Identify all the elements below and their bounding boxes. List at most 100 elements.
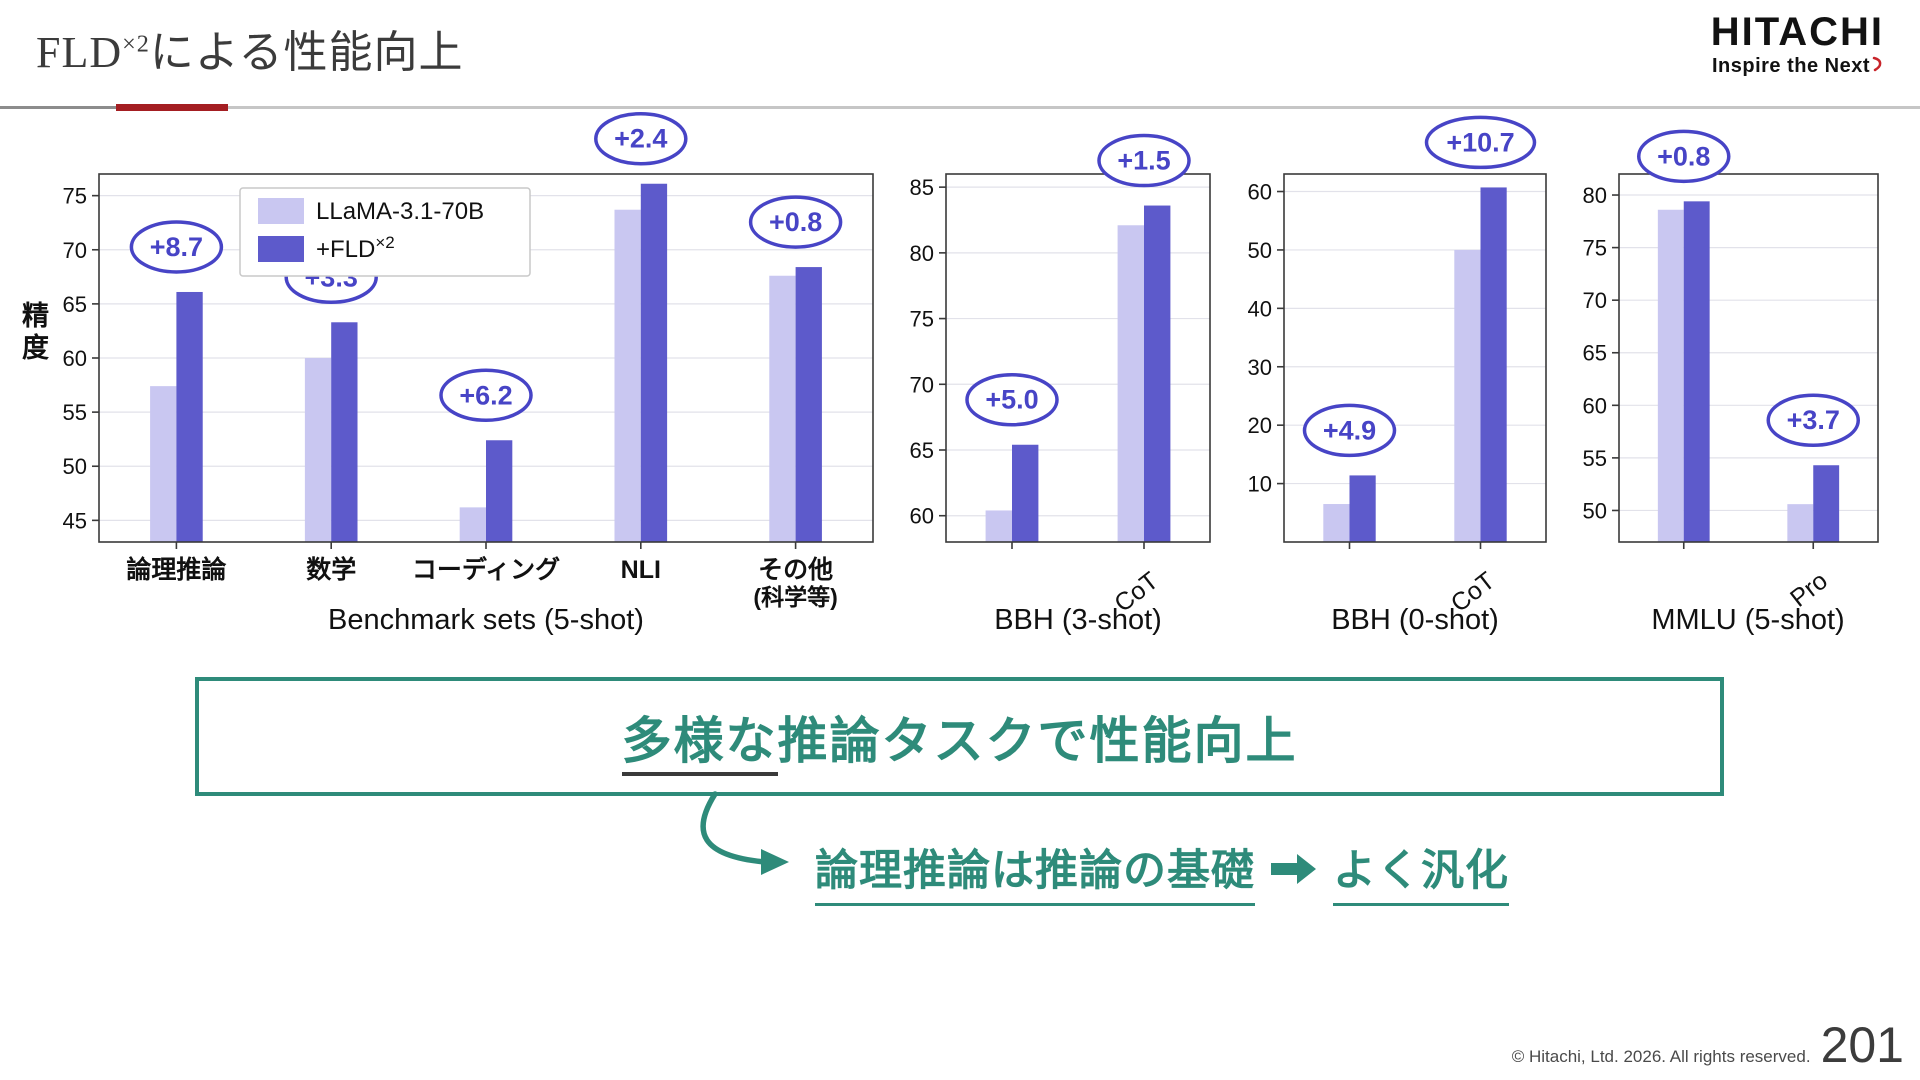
gain-annotation-label: +10.7 [1446, 127, 1514, 157]
bar-baseline [304, 358, 332, 542]
chart-mmlu-5shot: 50 55 60 65 70 75 80 Pro +0.8 +3.7 [1570, 100, 1910, 620]
bar-baseline [150, 386, 177, 542]
tagline-text: Inspire the Next [1711, 55, 1870, 77]
chart-caption-bbh3: BBH (3-shot) [994, 604, 1162, 636]
y-tick-label: 50 [1248, 238, 1272, 263]
page-title: FLD×2による性能向上 [36, 16, 464, 80]
bar-fld [1683, 201, 1710, 542]
bar-fld [331, 322, 358, 542]
gain-annotation-label: +4.9 [1323, 415, 1376, 445]
y-tick-label: 65 [63, 292, 87, 317]
y-tick-label: 80 [1583, 183, 1607, 208]
bar-baseline [459, 507, 486, 542]
hitachi-tagline: Inspire the Next [1711, 56, 1884, 76]
y-tick-label: 60 [910, 504, 934, 529]
axes-box [1618, 173, 1879, 543]
gain-annotation-oval [1302, 403, 1397, 458]
gain-annotation-oval [1637, 129, 1731, 184]
gain-annotation-label: +5.0 [985, 385, 1038, 415]
axes-box [1283, 173, 1547, 543]
bar-baseline [1117, 225, 1144, 542]
bar-fld [640, 183, 668, 542]
y-tick-label: 20 [1248, 413, 1272, 438]
x-tick-label: その他 [758, 556, 833, 584]
curved-arrow-icon [655, 790, 855, 887]
legend-label-fld: +FLD×2 [316, 233, 395, 263]
y-tick-label: 55 [1583, 446, 1607, 471]
bar-fld [176, 291, 203, 542]
x-tick-label: NLI [621, 556, 661, 584]
y-tick-label: 65 [910, 438, 934, 463]
y-tick-label: 50 [63, 454, 87, 479]
y-axis-label: 精度 [22, 301, 49, 364]
gain-annotation-oval [129, 220, 224, 274]
y-tick-label: 65 [1583, 341, 1607, 366]
gain-annotation-label: +2.4 [614, 124, 667, 154]
hitachi-logo: HITACHI Inspire the Next [1711, 12, 1884, 76]
gain-annotation-label: +0.8 [769, 207, 822, 237]
gain-annotation-label: +8.7 [150, 232, 203, 262]
chart-benchmark-sets: 45 50 55 60 65 70 75 論理推論 数学 コーディング NLI その他 (科学等) +8.… [20, 100, 920, 620]
y-tick-label: 60 [1583, 393, 1607, 418]
note-left-text: 論理推論は推論の基礎 [815, 836, 1255, 906]
conclusion-rest: 推論タスクで性能向上 [777, 712, 1298, 769]
page-number: 201 [1820, 1017, 1904, 1073]
divider-red-segment [116, 104, 228, 111]
y-tick-label: 45 [63, 508, 87, 533]
axes-box [945, 173, 1211, 543]
chart-caption-mmlu: MMLU (5-shot) [1651, 604, 1845, 636]
divider-dark-segment [0, 106, 116, 109]
legend-label-baseline: LLaMA-3.1-70B [316, 198, 484, 225]
logo-red-accent-icon [1872, 56, 1884, 76]
bar-baseline [1787, 504, 1814, 542]
bar-baseline [614, 209, 641, 542]
y-tick-label: 80 [910, 241, 934, 266]
footer: © Hitachi, Ltd. 2026. All rights reserve… [1512, 1016, 1904, 1074]
chart-caption-benchmark: Benchmark sets (5-shot) [328, 604, 644, 636]
conclusion-underlined: 多様な [621, 712, 778, 776]
header-divider [0, 104, 1920, 111]
chart-bbh-0shot: 10 20 30 40 50 60 CoT +4.9 +10.7 [1235, 100, 1570, 620]
bar-baseline [1657, 209, 1684, 542]
y-tick-label: 40 [1248, 296, 1272, 321]
y-tick-label: 70 [1583, 288, 1607, 313]
y-tick-label: 60 [63, 346, 87, 371]
x-tick-label: (科学等) [753, 584, 837, 610]
bar-baseline [985, 510, 1012, 542]
bar-fld [1349, 475, 1376, 542]
bar-fld [795, 267, 822, 542]
chart-bbh-3shot: 60 65 70 75 80 85 CoT +5.0 +1.5 [900, 100, 1235, 620]
legend-swatch-fld [258, 236, 304, 262]
gain-annotation-oval [1424, 115, 1537, 170]
chart-caption-bbh0: BBH (0-shot) [1331, 604, 1499, 636]
conclusion-box: 多様な推論タスクで性能向上 [195, 677, 1724, 796]
bar-baseline [1323, 504, 1350, 542]
y-tick-label: 60 [1248, 180, 1272, 205]
y-tick-label: 85 [910, 175, 934, 200]
gain-annotation-label: +3.7 [1787, 405, 1840, 435]
legend-swatch-baseline [258, 198, 304, 224]
title-superscript: ×2 [122, 30, 150, 58]
y-tick-label: 55 [63, 400, 87, 425]
bar-fld [1813, 465, 1840, 542]
bar-baseline [1454, 249, 1481, 542]
title-rest: による性能向上 [149, 28, 464, 77]
x-tick-label: 数学 [306, 555, 356, 584]
bar-fld [1144, 205, 1171, 542]
bar-fld [486, 440, 513, 542]
gain-annotation-oval [594, 111, 688, 166]
hitachi-wordmark: HITACHI [1710, 10, 1884, 54]
y-tick-label: 70 [63, 238, 87, 263]
gain-annotation-oval [965, 372, 1059, 427]
gain-annotation-oval [748, 195, 843, 249]
x-tick-label: コーディング [412, 555, 560, 584]
x-tick-label: 論理推論 [126, 555, 227, 584]
gain-annotation-label: +0.8 [1657, 141, 1710, 171]
legend-box [239, 187, 531, 277]
title-fld: FLD [36, 28, 123, 77]
y-tick-label: 75 [63, 184, 87, 209]
y-tick-label: 50 [1583, 498, 1607, 523]
gain-annotation-label: +6.2 [459, 380, 512, 410]
